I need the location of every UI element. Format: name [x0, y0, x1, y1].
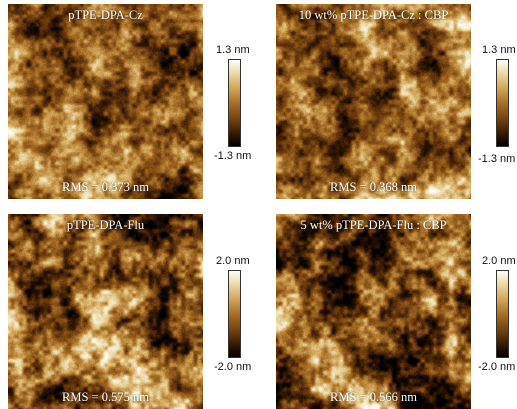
- afm-height-map: [8, 214, 203, 409]
- scale-max-label: 1.3 nm: [482, 44, 516, 56]
- scale-min-label: -1.3 nm: [478, 153, 516, 165]
- afm-height-map: [8, 4, 203, 199]
- color-scale-bar: [228, 270, 241, 358]
- scale-min-label: -2.0 nm: [478, 361, 516, 373]
- afm-height-map: [276, 4, 471, 199]
- rms-value: RMS = 0.566 nm: [330, 390, 417, 404]
- scale-max-label: 2.0 nm: [482, 255, 516, 267]
- afm-image-panel-3: pTPE-DPA-Flu RMS = 0.575 nm: [8, 214, 203, 409]
- panel-title: 10 wt% pTPE-DPA-Cz : CBP: [298, 8, 449, 22]
- scale-max-label: 1.3 nm: [216, 44, 250, 56]
- scale-max-label: 2.0 nm: [216, 255, 250, 267]
- scale-min-label: -2.0 nm: [214, 361, 252, 373]
- rms-value: RMS = 0.368 nm: [330, 180, 417, 194]
- color-scale-bar: [228, 59, 241, 147]
- afm-image-panel-4: 5 wt% pTPE-DPA-Flu : CBP RMS = 0.566 nm: [276, 214, 471, 409]
- afm-image-panel-2: 10 wt% pTPE-DPA-Cz : CBP RMS = 0.368 nm: [276, 4, 471, 199]
- panel-title: pTPE-DPA-Cz: [68, 8, 143, 22]
- rms-value: RMS = 0.575 nm: [62, 390, 149, 404]
- panel-title: pTPE-DPA-Flu: [66, 218, 145, 232]
- afm-image-panel-1: pTPE-DPA-Cz RMS = 0.373 nm: [8, 4, 203, 199]
- afm-height-map: [276, 214, 471, 409]
- rms-value: RMS = 0.373 nm: [62, 180, 149, 194]
- color-scale-bar: [496, 270, 509, 358]
- scale-min-label: -1.3 nm: [214, 150, 252, 162]
- panel-title: 5 wt% pTPE-DPA-Flu : CBP: [300, 218, 447, 232]
- color-scale-bar: [496, 59, 509, 147]
